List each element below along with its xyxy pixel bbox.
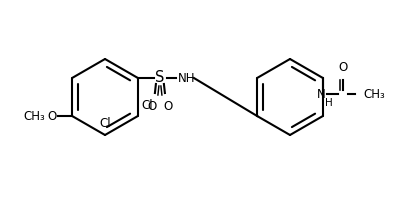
Text: Cl: Cl: [141, 99, 152, 112]
Text: S: S: [155, 70, 165, 85]
Text: O: O: [163, 100, 173, 113]
Text: O: O: [147, 100, 157, 113]
Text: Cl: Cl: [99, 117, 111, 130]
Text: N: N: [317, 88, 325, 101]
Text: H: H: [325, 98, 333, 108]
Text: NH: NH: [178, 71, 195, 84]
Text: O: O: [338, 61, 347, 74]
Text: CH₃: CH₃: [24, 110, 45, 123]
Text: CH₃: CH₃: [363, 88, 385, 101]
Text: O: O: [48, 110, 57, 123]
